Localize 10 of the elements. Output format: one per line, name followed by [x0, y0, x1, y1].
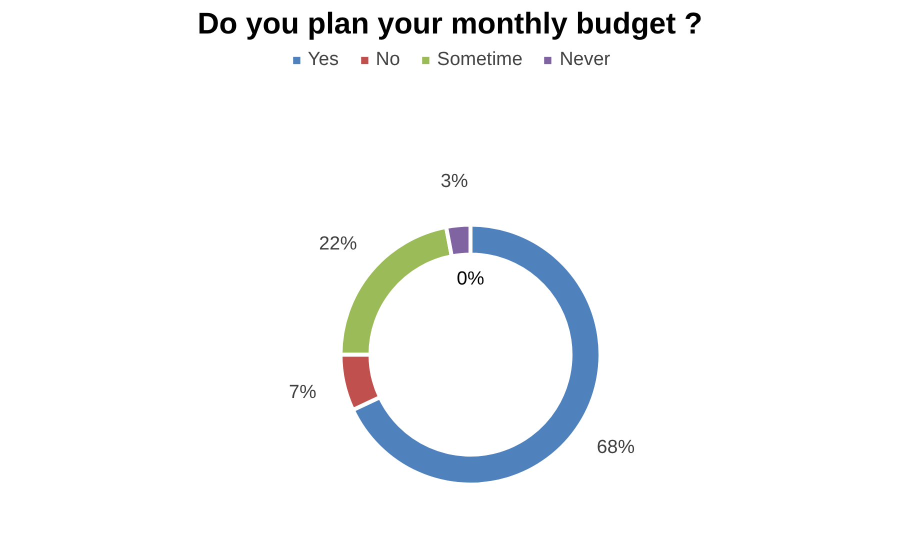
legend-label: Sometime — [437, 49, 523, 71]
data-label: 3% — [440, 171, 468, 192]
data-label: 68% — [596, 437, 635, 458]
legend-label: No — [376, 49, 400, 71]
text: 0% — [456, 268, 484, 290]
data-label: 7% — [288, 382, 316, 403]
data-label: 22% — [318, 233, 358, 254]
chart-title: Do you plan your monthly budget ? — [198, 8, 702, 40]
legend-label: Never — [560, 49, 610, 71]
legend-label: Yes — [308, 49, 339, 71]
